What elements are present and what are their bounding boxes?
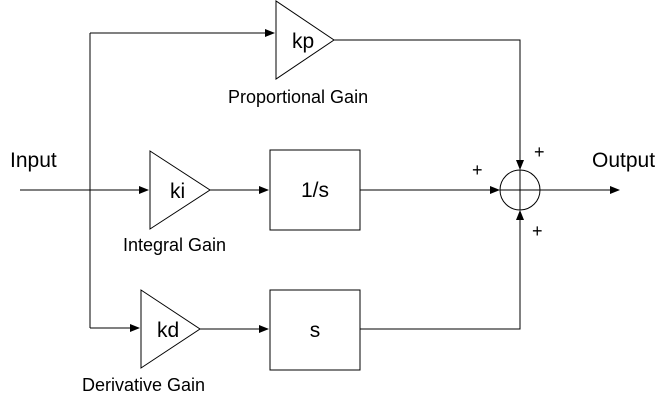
integrator-block bbox=[269, 149, 361, 231]
output-label: Output bbox=[592, 149, 655, 172]
sign-top: + bbox=[534, 142, 545, 162]
sign-left: + bbox=[472, 160, 483, 180]
ki-gain-block bbox=[149, 150, 211, 230]
integrator-label: 1/s bbox=[301, 179, 329, 202]
differentiator-block bbox=[269, 289, 361, 371]
kp-to-summer-arrow bbox=[334, 39, 524, 170]
ki-label: ki bbox=[170, 180, 185, 203]
summing-junction-cross bbox=[500, 170, 540, 210]
input-label: Input bbox=[10, 149, 57, 172]
kd-label: kd bbox=[157, 319, 179, 342]
kp-label: kp bbox=[292, 30, 314, 53]
proportional-gain-caption: Proportional Gain bbox=[228, 87, 368, 107]
integral-gain-caption: Integral Gain bbox=[123, 235, 226, 255]
sign-bottom: + bbox=[532, 221, 543, 241]
differentiator-to-summer-arrow bbox=[360, 210, 524, 330]
kd-gain-block bbox=[140, 289, 201, 369]
derivative-gain-caption: Derivative Gain bbox=[82, 375, 205, 395]
differentiator-label: s bbox=[310, 319, 321, 342]
kp-gain-block bbox=[275, 0, 335, 80]
